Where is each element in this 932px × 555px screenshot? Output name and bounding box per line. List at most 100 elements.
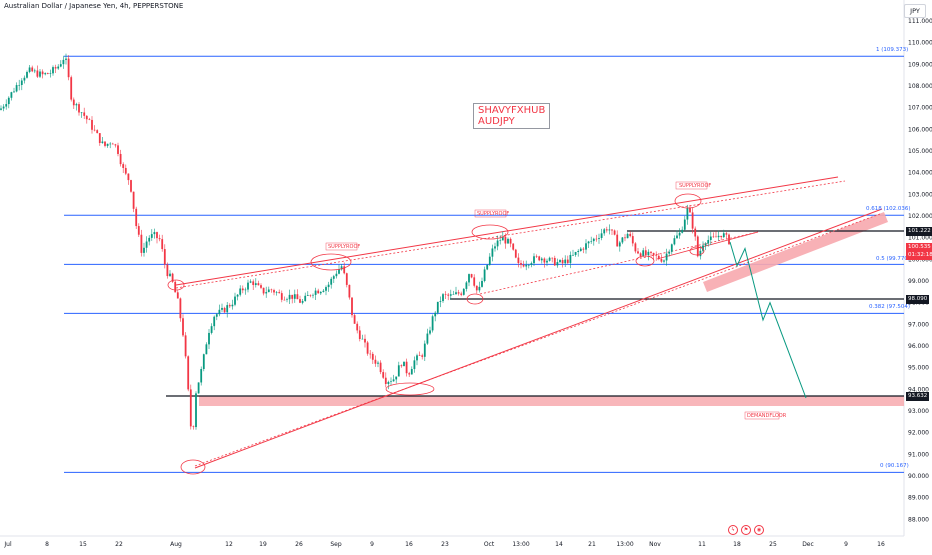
candle-body [278,292,281,294]
candle-body [631,236,634,244]
candle-body [85,115,88,120]
candle-body [655,255,658,256]
candle-body [465,282,468,289]
candle-body [369,353,372,355]
candle-body [83,112,86,116]
bottom-tool-icons[interactable]: ϟ ⚑ ◉ [728,525,764,535]
candle-body [639,253,642,257]
candle-body [652,252,655,256]
channel-upper-dashed[interactable] [175,180,846,289]
candle-body [556,262,559,266]
candle-body [319,291,322,294]
candle-body [462,288,465,295]
time-tick-label: 8 [45,541,49,548]
candle-body [423,343,426,357]
lightning-icon[interactable]: ϟ [728,525,738,535]
candle-body [478,286,481,291]
level-98-badge: 98.090 [906,295,930,304]
candle-body [364,338,366,343]
candle-body [377,362,379,364]
candle-body [176,292,179,299]
candle-body [574,251,577,255]
time-tick-label: 13:00 [616,541,633,548]
candle-body [49,73,52,74]
time-tick-label: 16 [877,541,885,548]
candle-body [590,241,593,242]
price-tick-label: 93.000 [908,408,929,415]
candle-body [72,99,75,106]
candle-body [595,238,598,240]
target-icon[interactable]: ◉ [754,525,764,535]
candle-body [189,389,192,427]
candle-body [473,277,476,286]
projection-path[interactable] [729,241,807,399]
time-tick-label: 9 [844,541,848,548]
candle-body [592,238,595,242]
channel-lower-dashed[interactable] [194,213,881,467]
retest-zone[interactable] [703,212,888,292]
flag-icon[interactable]: ⚑ [741,525,751,535]
candle-body [616,234,619,247]
swing-marker-6 [635,255,655,267]
demand-zone[interactable] [199,396,904,406]
candle-body [98,133,101,144]
time-tick-label: 26 [295,541,303,548]
candle-body [397,365,400,377]
candle-body [442,294,444,302]
candle-body [624,237,626,239]
fib-label-0382: 0.382 (97.504) [869,304,910,310]
price-axis[interactable] [904,0,932,550]
price-tick-label: 102.000 [908,213,932,220]
candle-body [226,305,229,313]
candle-body [587,241,590,244]
candle-body [699,250,702,257]
candle-body [626,233,629,239]
candle-body [200,369,203,383]
wedge-lower-line[interactable] [656,231,759,260]
fib-retracement[interactable] [64,55,904,473]
candle-body [137,226,140,235]
candle-body [533,256,535,264]
supply-label-3-box [675,181,708,190]
channel-lower-line[interactable] [194,208,883,469]
candle-body [447,294,450,296]
candle-body [91,119,93,130]
candle-body [559,260,561,263]
price-tick-label: 109.000 [908,61,932,68]
candle-body [642,250,645,257]
candle-body [725,233,728,235]
annotation-line-2: AUDJPY [478,116,515,127]
channel-upper-line[interactable] [175,176,839,286]
candle-body [530,263,533,265]
candle-body [195,393,197,428]
candle-body [127,173,130,181]
candle-body [382,372,385,378]
demand-label-box [744,411,780,420]
level-101-badge: 101.222 [906,227,932,236]
time-tick-label: 13:00 [512,541,529,548]
candle-body [410,369,413,375]
candle-body [234,296,236,305]
candle-body [431,316,434,331]
candle-body [304,295,307,302]
candle-body [509,238,512,244]
time-tick-label: Sep [330,541,342,548]
currency-button[interactable]: JPY [904,4,926,18]
candle-body [117,145,119,154]
candle-body [280,293,283,300]
candle-body [244,289,247,291]
annotation-box[interactable]: SHAVYFXHUB AUDJPY [473,103,551,129]
wedge-lower-dashed[interactable] [479,231,759,295]
candle-body [621,237,624,243]
candle-body [104,141,106,146]
candle-body [275,292,278,293]
candle-body [267,289,270,293]
candle-body [54,67,57,69]
candle-body [270,289,273,291]
time-tick-label: Jul [3,541,12,548]
supply-label-2: SUPPLYROOF [477,211,509,217]
candle-body [600,233,603,238]
candle-body [613,230,616,235]
